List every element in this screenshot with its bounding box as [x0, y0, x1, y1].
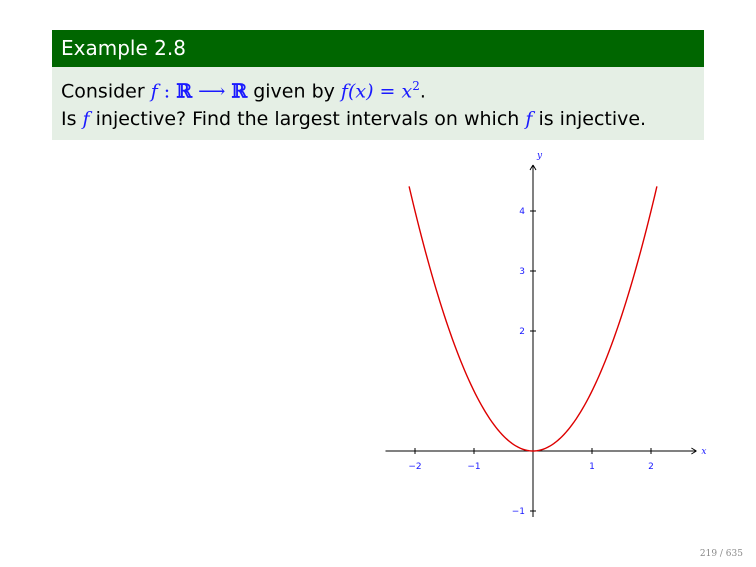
y-tick-label: 3 [519, 267, 525, 277]
line1-prefix: Consider [61, 80, 151, 103]
line2-b: injective? Find the largest intervals on… [89, 108, 526, 131]
x-tick-label: 2 [648, 462, 654, 472]
colon: : [157, 80, 177, 103]
domain-set: ℝ [176, 80, 193, 103]
y-axis-label: y [536, 151, 543, 161]
page-number: 219 / 635 [699, 549, 743, 559]
x-tick-label: −2 [408, 462, 421, 472]
function-symbol-3: f [525, 108, 533, 131]
mapping-arrow: ⟶ [192, 80, 232, 103]
example-title: Example 2.8 [52, 30, 704, 67]
y-tick-label: −1 [512, 507, 525, 517]
y-axis-arrow [529, 164, 537, 171]
function-definition: f(x) = x [340, 80, 413, 103]
example-line-2: Is f injective? Find the largest interva… [61, 105, 695, 133]
x-tick-label: −1 [467, 462, 480, 472]
x-axis-label: x [701, 447, 706, 457]
line1-mid: given by [247, 80, 341, 103]
plot-axes: xy [385, 151, 706, 517]
line2-a: Is [61, 108, 83, 131]
x-axis-arrow [691, 447, 697, 455]
y-tick-label: 2 [519, 327, 525, 337]
line1-end: . [419, 80, 426, 103]
function-symbol-2: f [82, 108, 90, 131]
plot-curves [408, 186, 658, 452]
example-line-1: Consider f : ℝ ⟶ ℝ given by f(x) = x2. [61, 72, 695, 105]
function-symbol: f [150, 80, 158, 103]
x-tick-label: 1 [589, 462, 595, 472]
codomain-set: ℝ [231, 80, 248, 103]
y-tick-label: 4 [519, 207, 525, 217]
example-block: Example 2.8 Consider f : ℝ ⟶ ℝ given by … [52, 30, 704, 141]
parabola-curve [408, 186, 658, 452]
example-body: Consider f : ℝ ⟶ ℝ given by f(x) = x2. I… [52, 67, 704, 141]
plot-ticks: −2 −1 1 2 −1 2 3 4 [408, 207, 654, 517]
line2-c: is injective. [532, 108, 647, 131]
exponent: 2 [412, 79, 420, 93]
